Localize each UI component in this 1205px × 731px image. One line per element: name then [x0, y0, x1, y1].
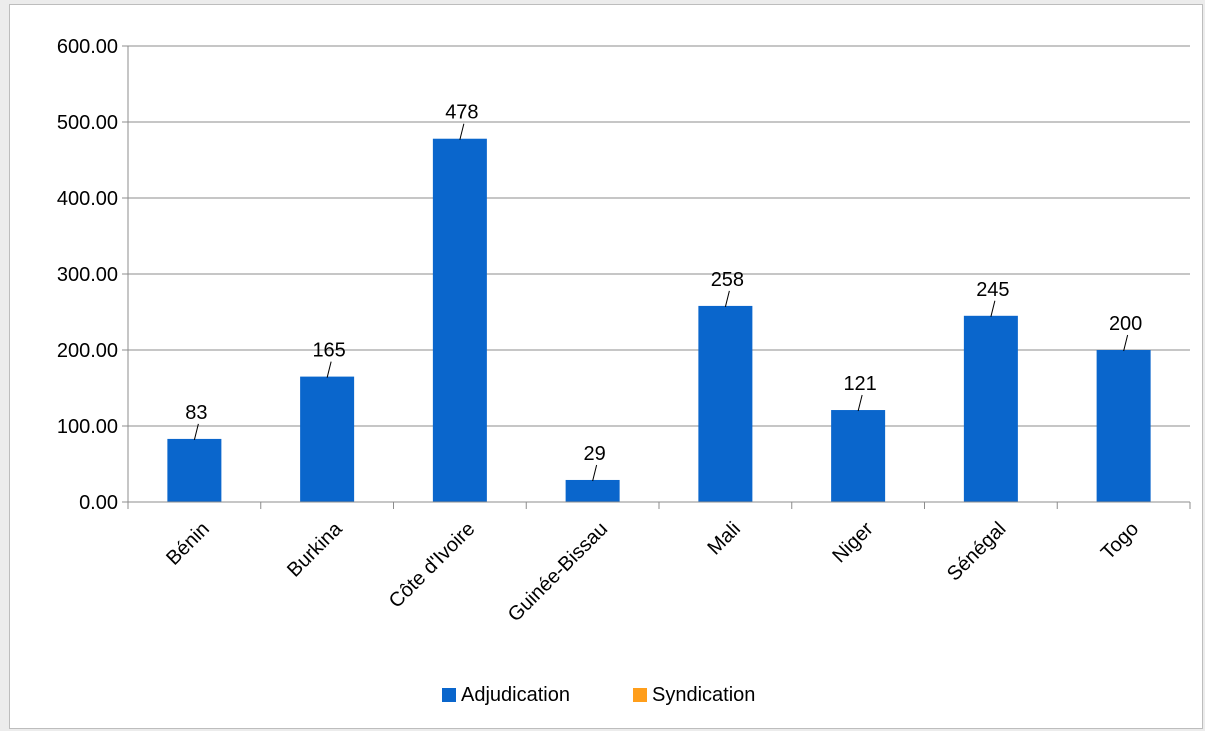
x-tick-label: Guinée-Bissau [504, 518, 612, 626]
gridlines [128, 45, 1190, 503]
data-label-leader [459, 123, 465, 140]
y-tick-label: 0.00 [79, 492, 118, 514]
x-tick-label: Niger [828, 518, 878, 568]
legend-swatch-syndication [633, 688, 647, 702]
y-tick-label: 100.00 [57, 416, 118, 438]
data-labels: 83 165 478 29 258 121 245 200 [185, 102, 1142, 482]
bar-niger [831, 410, 886, 502]
x-tick-label: Togo [1097, 518, 1143, 564]
y-tick-label: 600.00 [57, 36, 118, 58]
legend: Adjudication Syndication [442, 684, 755, 706]
y-axis: 0.00 100.00 200.00 300.00 400.00 500.00 600.00 [57, 36, 129, 514]
bar-c-te-d-ivoire [432, 138, 487, 502]
x-tick-label: Sénégal [943, 518, 1010, 585]
bar-chart: 0.00 100.00 200.00 300.00 400.00 500.00 600.00… [57, 36, 1191, 706]
bar-mali [698, 305, 753, 502]
data-label: 478 [445, 102, 478, 124]
bar-burkina [300, 376, 355, 502]
x-tick-label: Bénin [162, 518, 214, 570]
legend-label-adjudication: Adjudication [461, 684, 570, 706]
data-label: 83 [185, 402, 207, 424]
data-label: 245 [976, 279, 1009, 301]
x-axis: Bénin Burkina Côte d'Ivoire Guinée-Bissau Ma… [127, 501, 1191, 626]
chart-frame: 0.00 100.00 200.00 300.00 400.00 500.00 600.00… [9, 4, 1203, 729]
x-tick-label: Burkina [283, 517, 347, 581]
bar-guin-e-bissau [565, 479, 620, 502]
y-tick-label: 200.00 [57, 340, 118, 362]
data-label: 258 [711, 269, 744, 291]
legend-label-syndication: Syndication [652, 684, 755, 706]
y-tick-label: 500.00 [57, 112, 118, 134]
data-label: 165 [312, 340, 345, 362]
data-label-leader [724, 290, 730, 308]
bar-b-nin [167, 438, 222, 502]
data-label: 200 [1109, 313, 1142, 335]
data-label-leader [990, 300, 996, 317]
legend-swatch-adjudication [442, 688, 456, 702]
y-tick-label: 400.00 [57, 188, 118, 210]
bar-s-n-gal [963, 315, 1018, 502]
bars [167, 138, 1151, 502]
data-label-leader [1123, 334, 1129, 352]
data-label-leader [592, 464, 598, 482]
data-label: 29 [584, 443, 606, 465]
x-tick-label: Mali [703, 518, 744, 559]
y-tick-label: 300.00 [57, 264, 118, 286]
data-label-leader [326, 361, 332, 378]
bar-togo [1096, 350, 1151, 502]
data-label-leader [193, 423, 199, 441]
data-label: 121 [843, 373, 876, 395]
x-tick-label: Côte d'Ivoire [385, 518, 480, 613]
data-label-leader [857, 394, 863, 412]
